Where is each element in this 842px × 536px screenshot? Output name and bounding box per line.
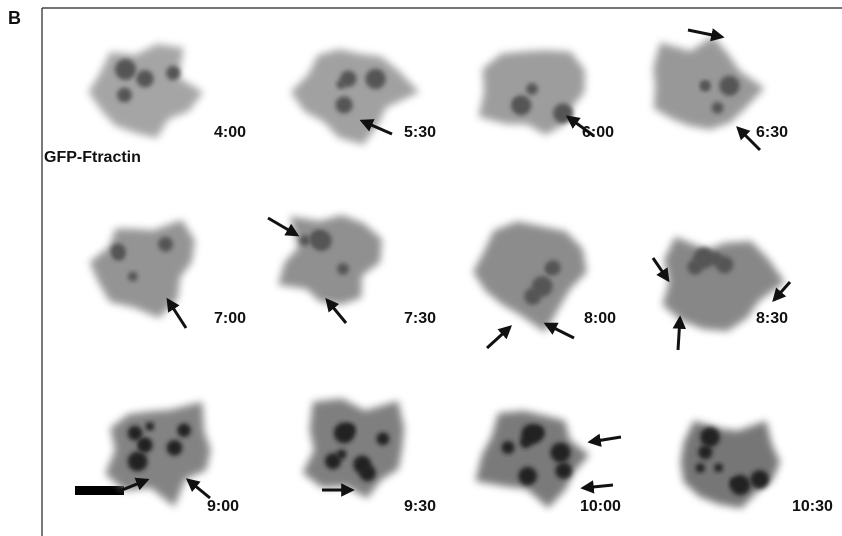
time-label: 7:00 [214, 310, 246, 327]
cell [473, 221, 587, 332]
time-label: 9:30 [404, 498, 436, 515]
actin-spot [128, 272, 138, 282]
actin-spot [113, 249, 124, 260]
micrograph-montage: B GFP-Ftractin 4:00 5:30 6:00 6:30 7:00 7:30 8… [0, 0, 842, 536]
time-label: 6:30 [756, 124, 788, 141]
actin-spot [698, 445, 712, 459]
actin-spot [700, 82, 710, 92]
actin-spot [750, 470, 769, 489]
actin-spot [511, 95, 531, 115]
time-label: 8:30 [756, 310, 788, 327]
actin-spot [700, 427, 720, 447]
cell [90, 220, 195, 318]
actin-spot [719, 76, 739, 96]
cells [89, 36, 785, 508]
actin-spot [524, 288, 541, 305]
actin-spot [359, 465, 376, 482]
time-label: 10:00 [580, 498, 621, 515]
actin-spot [555, 462, 572, 479]
scale-bar [75, 486, 124, 495]
cell [303, 399, 405, 499]
time-label: 4:00 [214, 124, 246, 141]
arrow [583, 485, 613, 488]
actin-spot [310, 230, 326, 246]
actin-spot [340, 71, 356, 87]
actin-spot [530, 425, 544, 439]
arrow [487, 327, 510, 348]
time-label: 7:30 [404, 310, 436, 327]
actin-spot [502, 441, 515, 454]
actin-spot [714, 463, 723, 472]
figure-panel: B GFP-Ftractin 4:00 5:30 6:00 6:30 7:00 7:30 8… [0, 0, 842, 536]
time-label: 9:00 [207, 498, 239, 515]
construct-label: GFP-Ftractin [44, 149, 141, 166]
cell [89, 44, 204, 138]
actin-spot [336, 96, 353, 113]
actin-spot [709, 252, 722, 265]
time-label: 8:00 [584, 310, 616, 327]
actin-spot [136, 70, 153, 87]
actin-spot [128, 426, 143, 441]
actin-spot [730, 479, 738, 487]
actin-spot [526, 83, 538, 95]
panel-label: B [8, 8, 21, 28]
actin-spot [139, 440, 147, 448]
arrow [688, 30, 722, 37]
arrow [678, 318, 680, 350]
time-label: 10:30 [792, 498, 833, 515]
actin-spot [166, 66, 180, 80]
actin-spot [300, 235, 311, 246]
arrow [590, 437, 621, 442]
actin-spot [550, 442, 570, 462]
actin-spot [167, 440, 183, 456]
arrow [188, 480, 210, 498]
actin-spot [115, 59, 136, 80]
arrow [168, 300, 186, 328]
cell [278, 215, 382, 305]
actin-spot [545, 264, 554, 273]
actin-spot [128, 451, 148, 471]
actin-spot [376, 432, 389, 445]
time-label: 5:30 [404, 124, 436, 141]
actin-spot [365, 69, 385, 89]
actin-spot [117, 88, 132, 103]
actin-spot [145, 422, 154, 431]
actin-spot [518, 467, 537, 486]
arrow [546, 324, 574, 338]
actin-spot [712, 102, 724, 114]
actin-spot [177, 423, 191, 437]
actin-spot [337, 263, 349, 275]
actin-spot [337, 449, 347, 459]
actin-spot [696, 463, 705, 472]
actin-spot [520, 437, 531, 448]
cell [291, 49, 419, 145]
cell [681, 421, 780, 509]
actin-spot [158, 237, 173, 252]
time-label: 6:00 [582, 124, 614, 141]
actin-spot [334, 423, 355, 444]
